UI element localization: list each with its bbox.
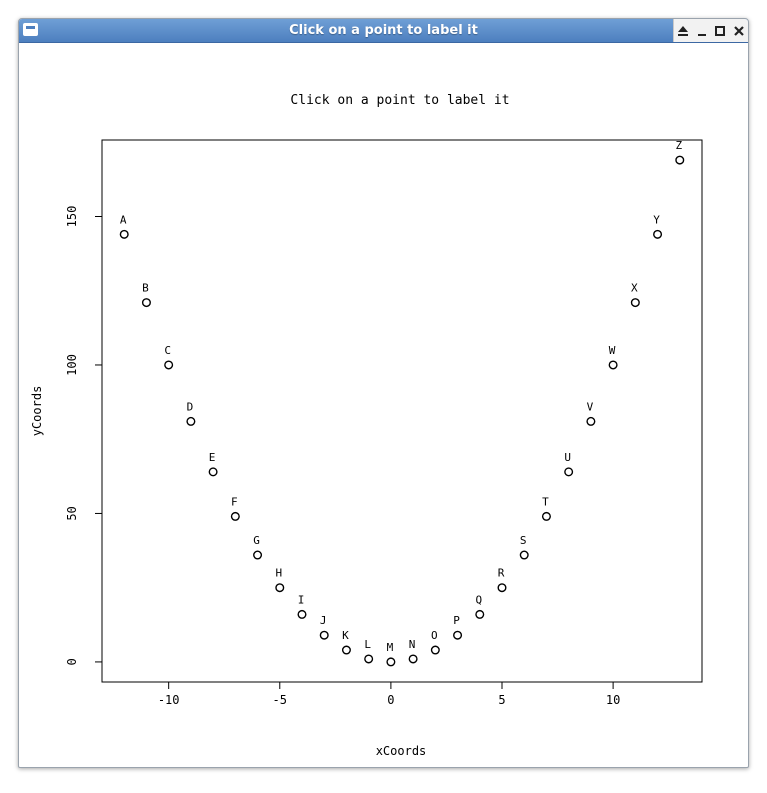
point-label: R [498, 567, 505, 580]
point-label: Q [475, 593, 482, 606]
data-point[interactable] [208, 467, 218, 477]
data-point[interactable] [186, 416, 196, 426]
data-point[interactable] [275, 583, 285, 593]
plot-area[interactable]: Click on a point to label it -10 -5 0 5 10 0… [19, 43, 748, 767]
point-label: K [342, 629, 349, 642]
data-point[interactable] [408, 654, 418, 664]
data-point[interactable] [430, 645, 440, 655]
data-point[interactable] [230, 511, 240, 521]
point-label: V [587, 400, 594, 413]
y-tick-label: 100 [65, 354, 79, 376]
point-label: I [298, 593, 305, 606]
point-label: O [431, 629, 438, 642]
chart-title: Click on a point to label it [290, 93, 509, 108]
point-label: Y [653, 213, 660, 226]
point-label: M [387, 641, 394, 654]
y-tick-label: 50 [65, 506, 79, 520]
close-icon[interactable] [731, 23, 747, 39]
data-point[interactable] [497, 583, 507, 593]
point-label: L [364, 638, 371, 651]
point-label: N [409, 638, 416, 651]
data-point[interactable] [319, 630, 329, 640]
plot-window: Click on a point to label it Click on a … [18, 18, 749, 768]
point-label: J [320, 614, 327, 627]
point-label: W [609, 344, 616, 357]
point-label: F [231, 495, 238, 508]
point-label: S [520, 534, 527, 547]
data-point[interactable] [341, 645, 351, 655]
point-label: A [120, 213, 127, 226]
point-label: P [453, 614, 460, 627]
data-point[interactable] [541, 511, 551, 521]
point-label: U [564, 451, 571, 464]
y-axis: 0 50 100 150 [65, 206, 103, 666]
data-point[interactable] [586, 416, 596, 426]
window-menu-icon[interactable] [23, 23, 38, 36]
y-tick-label: 0 [65, 658, 79, 665]
data-point[interactable] [653, 229, 663, 239]
x-tick-label: 10 [606, 693, 620, 707]
point-label: X [631, 282, 638, 295]
eject-icon[interactable] [675, 23, 691, 39]
data-point[interactable] [253, 550, 263, 560]
data-point[interactable] [675, 155, 685, 165]
point-label: D [187, 400, 194, 413]
data-points: A B C D E F G H I J K L M N O P Q R S T U V W X Y Z [119, 139, 685, 667]
data-point[interactable] [297, 609, 307, 619]
data-point[interactable] [141, 298, 151, 308]
point-label: E [209, 451, 216, 464]
minimize-icon[interactable] [694, 23, 710, 39]
y-tick-label: 150 [65, 206, 79, 228]
x-tick-label: -5 [273, 693, 287, 707]
window-title: Click on a point to label it [289, 23, 478, 38]
x-tick-label: -10 [158, 693, 180, 707]
point-label: H [275, 567, 282, 580]
title-bar[interactable]: Click on a point to label it [19, 19, 748, 43]
point-label: B [142, 282, 149, 295]
data-point[interactable] [164, 360, 174, 370]
data-point[interactable] [475, 609, 485, 619]
point-label: G [253, 534, 260, 547]
data-point[interactable] [564, 467, 574, 477]
x-tick-label: 5 [498, 693, 505, 707]
data-point[interactable] [608, 360, 618, 370]
point-label: C [164, 344, 171, 357]
x-tick-label: 0 [387, 693, 394, 707]
data-point[interactable] [453, 630, 463, 640]
scatter-plot[interactable]: Click on a point to label it -10 -5 0 5 10 0… [19, 43, 748, 767]
maximize-icon[interactable] [712, 23, 728, 39]
data-point[interactable] [630, 298, 640, 308]
y-axis-label: yCoords [30, 386, 44, 437]
data-point[interactable] [364, 654, 374, 664]
point-label: T [542, 495, 549, 508]
x-axis-label: xCoords [376, 744, 427, 758]
window-controls [673, 19, 748, 42]
data-point[interactable] [386, 657, 396, 667]
x-axis: -10 -5 0 5 10 [158, 681, 620, 707]
data-point[interactable] [119, 229, 129, 239]
point-label: Z [675, 139, 682, 152]
data-point[interactable] [519, 550, 529, 560]
